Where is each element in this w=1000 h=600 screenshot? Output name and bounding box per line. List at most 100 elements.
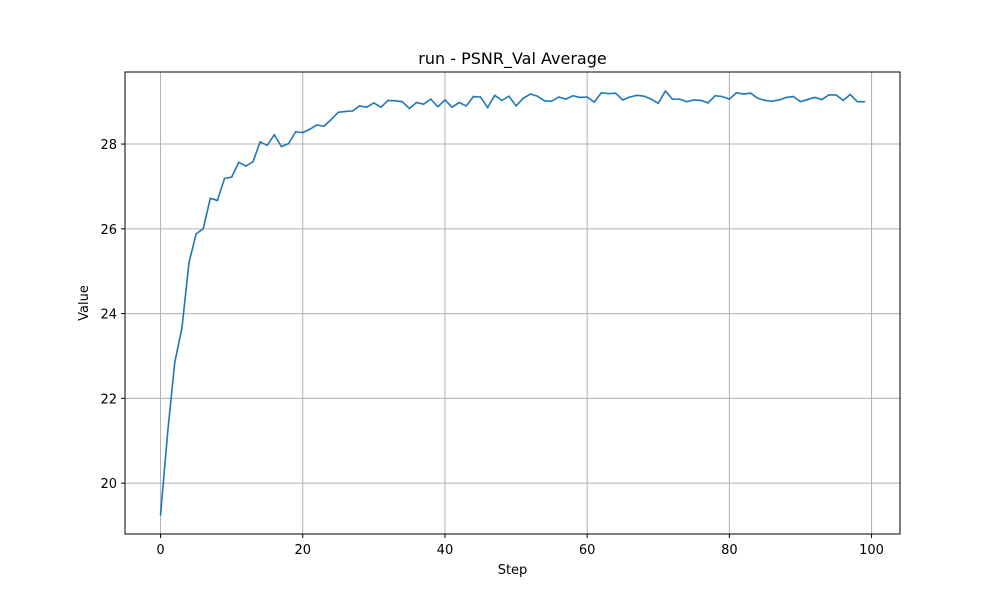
y-tick-label: 24 — [100, 308, 117, 323]
data-point — [287, 142, 290, 145]
y-axis-label: Value — [77, 285, 92, 321]
x-tick-label: 60 — [579, 543, 596, 558]
data-point — [451, 106, 453, 108]
data-point — [828, 94, 830, 96]
data-point — [501, 99, 503, 102]
x-tick-label: 100 — [859, 543, 884, 558]
data-point — [301, 131, 304, 134]
data-point — [856, 100, 859, 103]
data-point — [486, 106, 489, 109]
data-point — [508, 95, 510, 97]
axis-ticks: 0 20 40 60 80 100 20 22 24 26 28 — [100, 138, 884, 558]
data-point — [280, 145, 283, 148]
data-point — [252, 161, 254, 163]
data-point — [593, 101, 596, 103]
data-point — [223, 177, 226, 180]
data-point — [565, 98, 567, 100]
data-point — [166, 431, 169, 434]
data-point — [778, 99, 780, 101]
data-point — [728, 98, 731, 100]
data-point — [742, 93, 745, 95]
data-point — [259, 141, 261, 143]
data-point — [721, 95, 724, 98]
data-point — [437, 105, 439, 108]
data-point — [835, 94, 837, 96]
data-point — [579, 96, 581, 99]
series-line — [159, 90, 865, 515]
data-point — [294, 130, 297, 133]
data-point — [863, 100, 866, 103]
data-point — [600, 91, 603, 94]
data-point — [159, 514, 162, 516]
data-point — [173, 361, 176, 364]
x-axis-label: Step — [498, 563, 528, 578]
data-point — [216, 199, 219, 202]
data-point — [714, 94, 716, 97]
data-point — [678, 98, 681, 100]
y-tick-label: 22 — [100, 392, 117, 407]
data-point — [771, 100, 773, 103]
data-point — [309, 128, 311, 131]
plot-area-frame — [124, 71, 901, 535]
data-point — [671, 98, 674, 100]
data-point — [330, 118, 332, 121]
data-point — [245, 165, 247, 167]
data-point — [522, 97, 524, 100]
data-point — [422, 103, 425, 106]
data-point — [792, 95, 795, 98]
data-point — [365, 106, 368, 108]
data-point — [664, 90, 667, 92]
data-point — [493, 94, 496, 97]
data-point — [195, 233, 197, 235]
data-point — [237, 161, 240, 164]
data-point — [643, 95, 645, 97]
chart-title: run - PSNR_Val Average — [418, 49, 606, 69]
data-point — [543, 100, 546, 102]
data-point — [614, 92, 617, 94]
data-point — [621, 99, 624, 101]
data-point — [380, 106, 382, 108]
data-point — [529, 93, 532, 95]
data-point — [636, 94, 638, 97]
data-point — [557, 96, 560, 98]
data-point — [749, 92, 752, 94]
y-tick-label: 26 — [100, 223, 117, 238]
data-point — [764, 99, 766, 102]
data-point — [401, 100, 404, 103]
data-point — [550, 100, 553, 103]
data-point — [358, 105, 361, 107]
x-tick-label: 20 — [294, 543, 311, 558]
data-point — [700, 99, 702, 102]
grid-lines — [125, 72, 900, 534]
data-point — [408, 107, 411, 110]
data-point — [394, 100, 396, 102]
data-point — [707, 102, 709, 104]
data-point — [515, 105, 517, 107]
data-point — [429, 98, 432, 100]
data-point — [685, 100, 688, 103]
x-tick-label: 40 — [437, 543, 454, 558]
data-point — [323, 125, 325, 128]
data-point — [806, 98, 809, 101]
data-point — [785, 96, 788, 99]
data-point — [344, 110, 347, 113]
data-point — [188, 261, 190, 264]
data-point — [209, 197, 212, 200]
x-tick-label: 0 — [156, 543, 164, 558]
data-point — [650, 98, 652, 100]
data-point — [607, 92, 610, 95]
data-point — [586, 96, 588, 98]
data-point — [415, 101, 418, 104]
data-point — [799, 100, 802, 103]
data-point — [387, 99, 389, 102]
y-tick-label: 20 — [100, 477, 117, 492]
data-point — [657, 102, 660, 105]
data-point — [273, 133, 276, 136]
data-point — [849, 93, 852, 96]
data-point — [444, 99, 446, 101]
data-point — [351, 110, 354, 112]
data-point — [472, 95, 475, 98]
x-tick-label: 80 — [721, 543, 738, 558]
data-point — [756, 97, 759, 100]
